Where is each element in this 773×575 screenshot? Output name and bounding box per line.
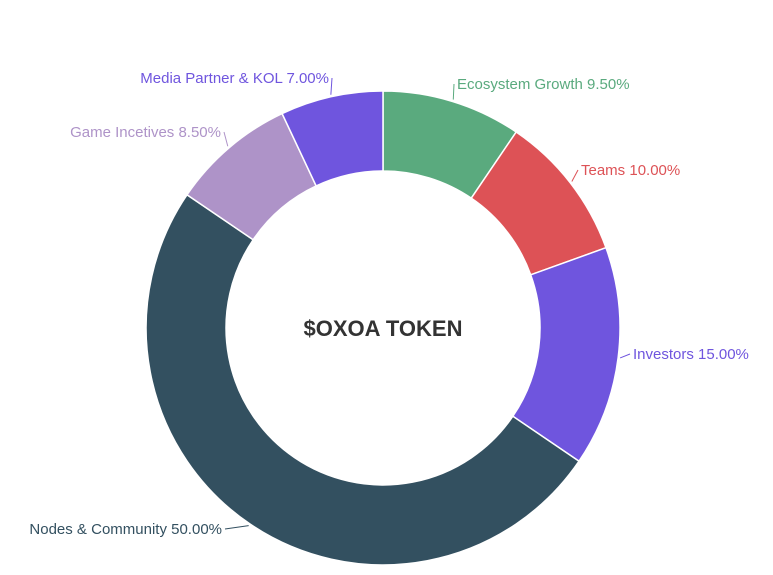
- slice-label-4: Game Incetives 8.50%: [70, 124, 221, 141]
- leader-line-0: [452, 83, 455, 100]
- leader-line-1: [571, 169, 579, 182]
- leader-line-5: [330, 77, 333, 95]
- slice-label-2: Investors 15.00%: [633, 346, 749, 363]
- leader-line-3: [224, 525, 249, 530]
- center-title: $OXOA TOKEN: [304, 316, 463, 341]
- slice-label-5: Media Partner & KOL 7.00%: [140, 70, 329, 87]
- leader-line-4: [223, 131, 229, 147]
- chart-slices: [145, 90, 621, 566]
- slice-label-0: Ecosystem Growth 9.50%: [457, 76, 630, 93]
- slice-label-1: Teams 10.00%: [581, 162, 680, 179]
- leader-line-2: [619, 353, 631, 359]
- chart-leader-lines: [223, 77, 631, 530]
- pie-slice-5: [281, 90, 384, 187]
- slice-label-3: Nodes & Community 50.00%: [29, 521, 222, 538]
- pie-slice-3: [145, 193, 581, 566]
- chart-labels: Ecosystem Growth 9.50% Teams 10.00% Invest…: [29, 70, 749, 538]
